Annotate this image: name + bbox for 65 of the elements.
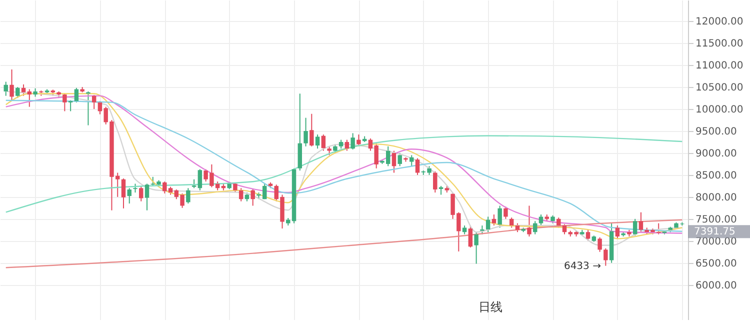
candlestick — [310, 113, 314, 147]
candlestick — [198, 168, 202, 191]
candlestick — [74, 87, 79, 103]
candlestick — [632, 218, 638, 236]
candlestick — [532, 220, 538, 235]
candlestick — [415, 158, 420, 176]
candlestick — [68, 100, 73, 112]
candlestick — [250, 188, 255, 206]
candlestick — [586, 229, 590, 242]
y-tick-label: 11000.00 — [696, 60, 744, 72]
y-tick-label: 8000.00 — [696, 192, 737, 204]
candlestick — [615, 224, 620, 240]
text: 7391.75 — [694, 226, 736, 238]
candlestick — [498, 205, 502, 228]
candlestick — [604, 248, 608, 266]
y-tick-label: 9000.00 — [696, 148, 737, 160]
line-series — [5, 135, 683, 213]
candlestick — [538, 214, 544, 226]
line-series — [5, 219, 683, 268]
candlestick — [304, 117, 308, 147]
y-tick-label: 7000.00 — [696, 236, 737, 248]
candlestick — [315, 134, 320, 150]
candlestick — [139, 186, 144, 202]
candlestick — [492, 214, 496, 226]
y-tick-label: 8500.00 — [696, 170, 737, 182]
candlestick — [392, 150, 396, 174]
y-tick-label: 6500.00 — [696, 258, 737, 270]
candlestick — [321, 134, 326, 152]
candlestick — [486, 216, 490, 233]
y-tick-label: 11500.00 — [696, 38, 744, 50]
candlestick — [62, 92, 67, 112]
candlestick — [509, 217, 514, 228]
candlestick — [474, 232, 478, 264]
y-tick-label: 10000.00 — [696, 104, 744, 116]
candlestick — [468, 224, 473, 248]
candlestick — [398, 152, 402, 167]
candlestick — [92, 94, 96, 110]
candlestick — [27, 88, 32, 108]
y-tick-label: 7500.00 — [696, 214, 737, 226]
annotation: 日线 — [478, 300, 503, 314]
candlestick — [238, 188, 244, 202]
candlestick — [527, 205, 532, 237]
candlestick — [410, 154, 414, 167]
candlestick — [433, 170, 438, 194]
y-tick-label: 9500.00 — [696, 126, 737, 138]
y-tick-label: 12000.00 — [696, 16, 744, 28]
annotation: 6433 → — [564, 260, 601, 272]
candlestick — [21, 84, 26, 96]
candlestick — [598, 236, 602, 252]
candlestick — [356, 134, 361, 147]
candlestick — [144, 183, 150, 211]
candlestick — [656, 222, 661, 235]
candlestick — [127, 188, 132, 204]
candlestick — [344, 139, 350, 152]
candlestick — [638, 212, 644, 233]
candlestick — [350, 132, 355, 150]
candlestick — [4, 81, 8, 96]
candlestick — [121, 178, 126, 209]
y-tick-label: 6000.00 — [696, 280, 737, 292]
candlestick — [16, 86, 20, 99]
y-tick-label: 10500.00 — [696, 82, 744, 94]
candlestick — [504, 206, 508, 220]
candlestick — [562, 224, 567, 235]
candlestick — [10, 68, 14, 101]
candlestick — [186, 188, 190, 204]
